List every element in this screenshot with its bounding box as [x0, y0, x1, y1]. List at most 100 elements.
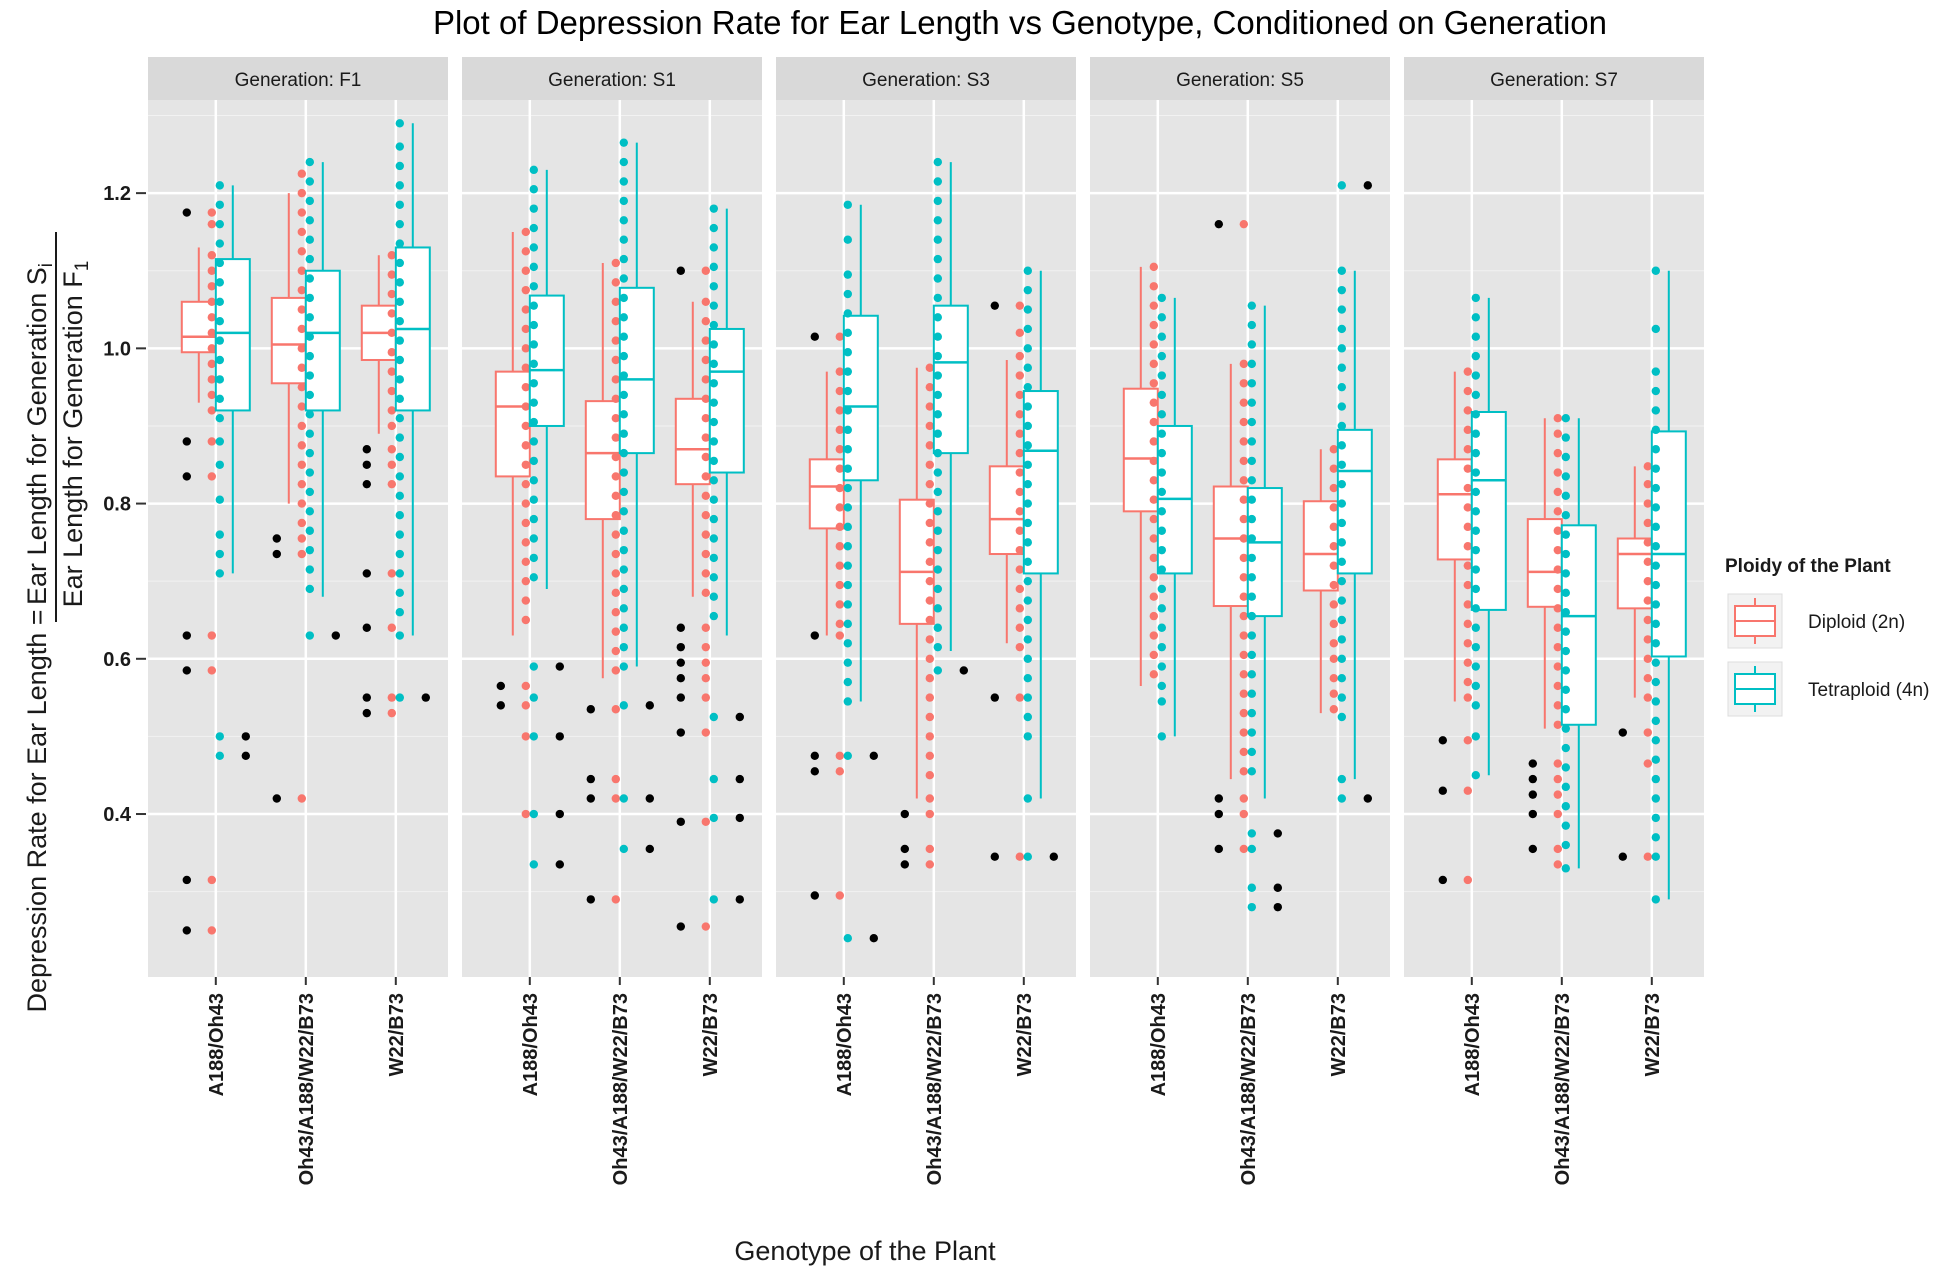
- data-point: [843, 542, 852, 551]
- data-point: [1553, 681, 1563, 691]
- data-point: [701, 491, 710, 501]
- outlier-point: [586, 895, 595, 904]
- data-point: [297, 794, 306, 803]
- data-point: [207, 926, 216, 935]
- y-axis-title: Depression Rate for Ear Length = Ear Len…: [22, 232, 93, 1012]
- data-point: [1157, 351, 1167, 361]
- data-point: [207, 266, 216, 275]
- data-point: [843, 658, 852, 667]
- data-point: [611, 394, 620, 404]
- data-point: [619, 468, 628, 477]
- data-point: [1015, 545, 1024, 555]
- data-point: [1157, 732, 1167, 741]
- data-point: [395, 472, 404, 481]
- data-point: [1471, 390, 1481, 400]
- data-point: [215, 336, 224, 345]
- data-point: [933, 254, 942, 264]
- data-point: [619, 390, 628, 400]
- outlier-point: [182, 208, 191, 217]
- data-point: [933, 216, 942, 225]
- data-point: [1329, 673, 1339, 683]
- data-point: [709, 553, 718, 563]
- data-point: [529, 809, 538, 819]
- data-point: [1553, 565, 1563, 574]
- outlier-point: [421, 693, 430, 702]
- facet-panel: Generation: S7 A188/Oh43 Oh43/A188/W22/B73…: [1404, 57, 1704, 1185]
- data-point: [215, 569, 224, 578]
- data-point: [619, 448, 628, 458]
- data-point: [305, 545, 314, 555]
- data-point: [1247, 650, 1257, 660]
- data-point: [709, 262, 718, 272]
- data-point: [1651, 386, 1661, 396]
- data-point: [521, 615, 530, 625]
- box-diploid: [270, 169, 307, 803]
- data-point: [529, 243, 538, 252]
- data-point: [933, 545, 942, 555]
- data-point: [529, 662, 538, 671]
- data-point: [1553, 642, 1563, 652]
- data-point: [1239, 844, 1249, 854]
- data-point: [207, 631, 216, 640]
- data-point: [1651, 833, 1661, 842]
- outlier-point: [735, 712, 744, 722]
- data-point: [835, 891, 844, 900]
- data-point: [1643, 852, 1653, 861]
- data-point: [387, 348, 396, 357]
- outlier-point: [555, 732, 564, 741]
- data-point: [1651, 639, 1661, 648]
- data-point: [387, 367, 396, 376]
- data-point: [611, 414, 620, 423]
- data-point: [1247, 379, 1257, 388]
- data-point: [215, 200, 224, 209]
- data-point: [843, 270, 852, 279]
- outlier-point: [1049, 852, 1059, 861]
- data-point: [1463, 580, 1473, 590]
- data-point: [529, 693, 538, 702]
- data-point: [1023, 654, 1032, 663]
- box-tetraploid: [708, 204, 745, 904]
- data-point: [1561, 491, 1571, 501]
- data-point: [521, 460, 530, 469]
- data-point: [933, 332, 942, 341]
- box-iqr: [1616, 537, 1653, 610]
- data-point: [925, 771, 934, 780]
- data-point: [1149, 631, 1159, 640]
- data-point: [1023, 596, 1032, 605]
- data-point: [305, 584, 314, 594]
- data-point: [395, 491, 404, 501]
- data-point: [1023, 557, 1032, 566]
- data-point: [1643, 615, 1653, 625]
- data-point: [521, 518, 530, 528]
- data-point: [709, 359, 718, 369]
- data-point: [297, 266, 306, 275]
- data-point: [1023, 576, 1032, 586]
- data-point: [1561, 414, 1571, 423]
- data-point: [1561, 782, 1571, 792]
- data-point: [1337, 363, 1347, 372]
- data-point: [521, 247, 530, 256]
- data-point: [1471, 732, 1481, 741]
- data-point: [1651, 425, 1661, 435]
- data-point: [1463, 425, 1473, 435]
- data-point: [701, 623, 710, 632]
- data-point: [297, 441, 306, 450]
- data-point: [1247, 398, 1257, 407]
- data-point: [701, 297, 710, 306]
- data-point: [835, 367, 844, 376]
- data-point: [1561, 724, 1571, 733]
- data-point: [305, 410, 314, 419]
- data-point: [1023, 363, 1032, 372]
- box-iqr: [180, 300, 217, 354]
- data-point: [1651, 324, 1661, 334]
- data-point: [1337, 499, 1347, 508]
- facet-strip: [1404, 57, 1704, 100]
- data-point: [1247, 592, 1257, 601]
- data-point: [395, 219, 404, 229]
- data-point: [1553, 584, 1563, 594]
- data-point: [521, 324, 530, 334]
- data-point: [1247, 767, 1257, 776]
- y-tick-label: 0.4: [103, 804, 132, 826]
- outlier-point: [182, 666, 191, 675]
- data-point: [843, 348, 852, 357]
